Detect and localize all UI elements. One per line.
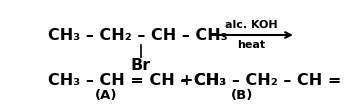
Text: CH₃ – CH₂ – CH – CH₃: CH₃ – CH₂ – CH – CH₃ [48, 28, 228, 42]
Text: heat: heat [238, 40, 266, 50]
Text: CH₃ – CH = CH – CH₃: CH₃ – CH = CH – CH₃ [48, 73, 227, 88]
Text: (B): (B) [231, 89, 254, 102]
Text: alc. KOH: alc. KOH [225, 20, 278, 30]
Text: (A): (A) [95, 89, 117, 102]
Text: CH₃ – CH₂ – CH = CH₂: CH₃ – CH₂ – CH = CH₂ [194, 73, 345, 88]
Text: Br: Br [131, 58, 151, 73]
Text: +: + [179, 73, 193, 88]
